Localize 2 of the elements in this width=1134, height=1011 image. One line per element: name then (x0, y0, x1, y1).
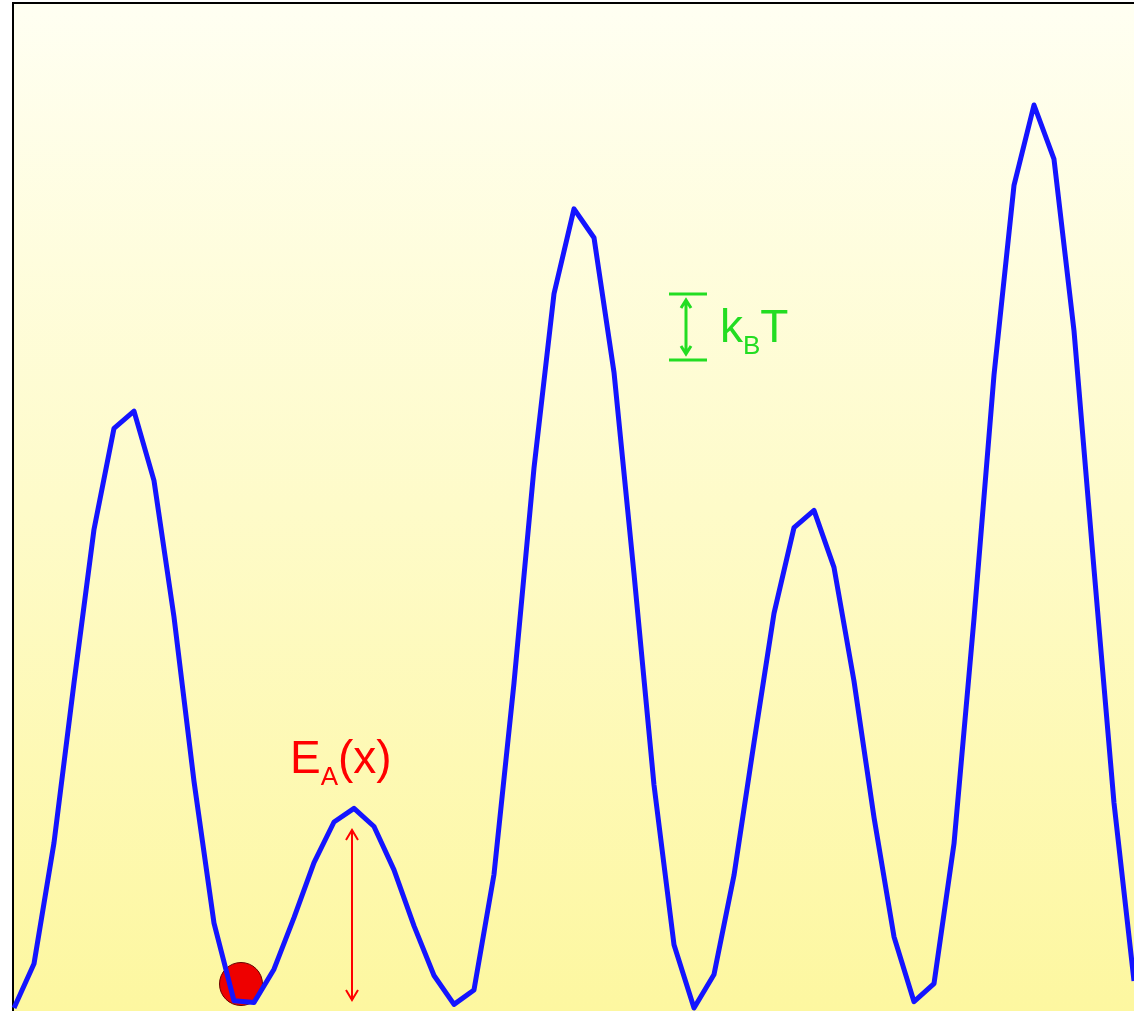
annotation: E$_{A}$(x) (290, 731, 392, 791)
annotation: k$_{B}$T (720, 300, 789, 360)
